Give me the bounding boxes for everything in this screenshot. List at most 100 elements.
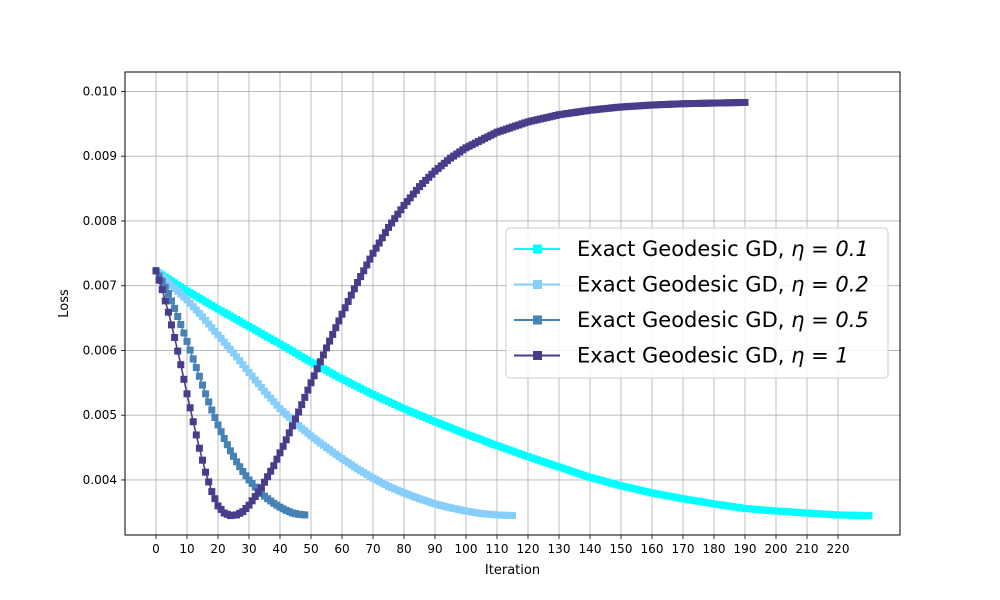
series-marker: [199, 381, 206, 389]
series-marker: [217, 335, 225, 342]
series-marker: [211, 495, 219, 503]
legend-label: Exact Geodesic GD, η = 0.1: [577, 237, 869, 261]
x-tick-label: 140: [579, 542, 602, 556]
series-marker: [189, 418, 197, 426]
series-marker: [264, 473, 272, 481]
series-marker: [171, 334, 179, 341]
series-marker: [279, 442, 287, 450]
series-marker: [161, 297, 169, 305]
series-marker: [220, 338, 228, 346]
series-4: [152, 98, 749, 520]
series-marker: [292, 415, 299, 423]
x-tick-label: 180: [703, 542, 726, 556]
series-marker: [406, 194, 414, 202]
series-marker: [245, 369, 253, 376]
series-marker: [347, 291, 355, 299]
legend-label: Exact Geodesic GD, η = 1: [577, 344, 849, 368]
series-marker: [164, 308, 172, 316]
series-marker: [211, 327, 219, 335]
series-marker: [319, 351, 327, 359]
series-marker: [313, 365, 321, 373]
series-marker: [168, 321, 175, 329]
series-marker: [202, 468, 210, 476]
series-marker: [323, 344, 330, 352]
series-marker: [223, 342, 231, 350]
series-marker: [360, 267, 368, 275]
series-marker: [865, 512, 873, 520]
series-marker: [208, 324, 216, 332]
series-marker: [177, 321, 185, 328]
series-marker: [236, 463, 244, 471]
y-tick-label: 0.009: [83, 149, 117, 163]
legend-item: Exact Geodesic GD, η = 0.2: [514, 273, 869, 297]
y-tick-label: 0.004: [83, 473, 117, 487]
series-layer: [152, 98, 873, 520]
plot-area-frame: [124, 71, 901, 536]
x-tick-label: 30: [241, 542, 256, 556]
x-tick-label: 170: [672, 542, 695, 556]
series-marker: [202, 316, 210, 324]
series-marker: [171, 304, 179, 312]
x-tick-label: 190: [734, 542, 757, 556]
legend: Exact Geodesic GD, η = 0.1 Exact Geodesic…: [505, 227, 889, 379]
series-marker: [236, 357, 244, 365]
series-marker: [301, 393, 309, 401]
series-marker: [223, 441, 231, 449]
series-marker: [257, 384, 265, 391]
series-marker: [288, 422, 296, 430]
series-marker: [394, 210, 402, 218]
series-marker: [388, 219, 396, 227]
x-tick-label: 90: [427, 542, 442, 556]
series-marker: [273, 455, 281, 463]
x-axis-ticks: 0 10 20 30 40 50 60 70 80 90 100 110 120 130 140 150 160…: [152, 535, 849, 556]
legend-item: Exact Geodesic GD, η = 0.5: [514, 308, 869, 332]
series-marker: [180, 329, 188, 337]
series-marker: [230, 452, 237, 460]
series-marker: [341, 304, 349, 312]
series-marker: [168, 297, 175, 305]
series-marker: [397, 206, 405, 214]
series-marker: [195, 372, 203, 380]
series-marker: [155, 276, 163, 284]
series-2: [152, 267, 516, 520]
x-tick-label: 80: [396, 542, 411, 556]
series-marker: [301, 511, 309, 519]
series-line: [155, 270, 305, 516]
series-marker: [375, 239, 383, 247]
series-marker: [205, 320, 213, 328]
series-marker: [366, 255, 374, 263]
series-marker: [372, 244, 380, 252]
series-marker: [248, 480, 256, 487]
series-marker: [202, 390, 210, 398]
legend-marker: [533, 280, 542, 289]
y-axis-ticks: 0.004 0.005 0.006 0.007 0.008 0.009 0.010: [83, 84, 125, 487]
legend-marker: [533, 315, 542, 325]
series-marker: [205, 478, 213, 486]
series-marker: [217, 428, 225, 436]
series-marker: [158, 286, 166, 294]
series-marker: [239, 468, 247, 475]
series-marker: [211, 414, 219, 421]
series-1: [152, 267, 873, 520]
series-marker: [363, 261, 371, 269]
x-tick-label: 60: [334, 542, 349, 556]
series-marker: [385, 223, 392, 231]
series-marker: [208, 406, 216, 414]
x-tick-label: 20: [210, 542, 225, 556]
series-marker: [248, 372, 256, 380]
series-marker: [326, 337, 334, 345]
legend-box: [505, 227, 889, 379]
series-marker: [186, 346, 194, 354]
series-marker: [307, 379, 315, 387]
series-marker: [350, 285, 358, 293]
x-tick-label: 200: [765, 542, 788, 556]
series-marker: [338, 310, 346, 318]
series-marker: [509, 512, 516, 520]
series-marker: [242, 365, 250, 373]
series-marker: [412, 186, 420, 194]
y-tick-label: 0.007: [83, 279, 117, 293]
legend-item: Exact Geodesic GD, η = 0.1: [514, 237, 869, 261]
series-3: [152, 267, 309, 519]
series-marker: [254, 488, 262, 496]
